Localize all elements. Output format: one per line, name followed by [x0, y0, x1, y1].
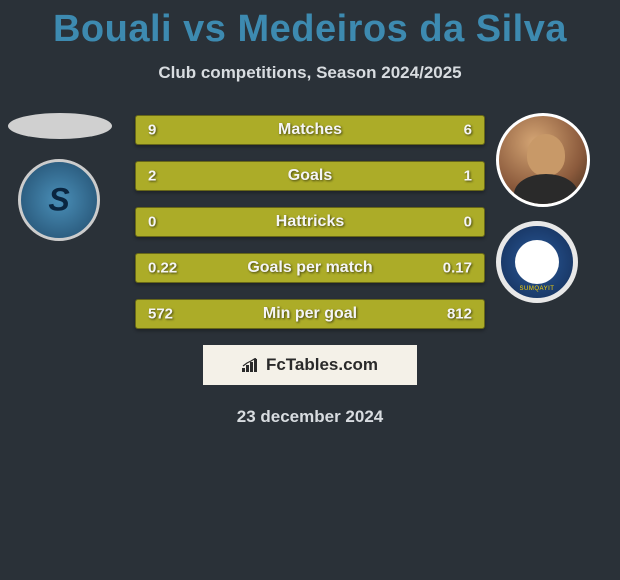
stat-right-value: 0	[464, 214, 472, 231]
left-player-column	[8, 113, 112, 241]
stat-label: Matches	[278, 121, 342, 139]
comparison-title: Bouali vs Medeiros da Silva	[0, 8, 620, 51]
stat-left-value: 572	[148, 306, 173, 323]
watermark: FcTables.com	[203, 345, 417, 385]
stats-list: 9 Matches 6 2 Goals 1 0 Hattricks 0 0.22…	[135, 113, 485, 329]
main-area: 9 Matches 6 2 Goals 1 0 Hattricks 0 0.22…	[0, 113, 620, 427]
stat-label: Hattricks	[276, 213, 344, 231]
stat-left-value: 0	[148, 214, 156, 231]
stat-row: 2 Goals 1	[135, 161, 485, 191]
watermark-text: FcTables.com	[266, 355, 378, 375]
stat-row: 9 Matches 6	[135, 115, 485, 145]
stat-left-value: 2	[148, 168, 156, 185]
stat-right-value: 6	[464, 122, 472, 139]
stat-label: Goals per match	[247, 259, 372, 277]
stat-left-value: 9	[148, 122, 156, 139]
stat-label: Min per goal	[263, 305, 357, 323]
right-player-column	[496, 113, 590, 303]
stat-right-value: 0.17	[443, 260, 472, 277]
comparison-date: 23 december 2024	[0, 407, 620, 427]
stat-row: 0.22 Goals per match 0.17	[135, 253, 485, 283]
right-player-avatar	[496, 113, 590, 207]
stat-label: Goals	[288, 167, 332, 185]
left-club-badge	[18, 159, 100, 241]
right-club-badge	[496, 221, 578, 303]
stat-right-value: 1	[464, 168, 472, 185]
stat-row: 572 Min per goal 812	[135, 299, 485, 329]
stat-left-value: 0.22	[148, 260, 177, 277]
comparison-subtitle: Club competitions, Season 2024/2025	[0, 63, 620, 83]
stat-right-value: 812	[447, 306, 472, 323]
left-player-avatar	[8, 113, 112, 139]
chart-icon	[242, 358, 260, 372]
stat-row: 0 Hattricks 0	[135, 207, 485, 237]
